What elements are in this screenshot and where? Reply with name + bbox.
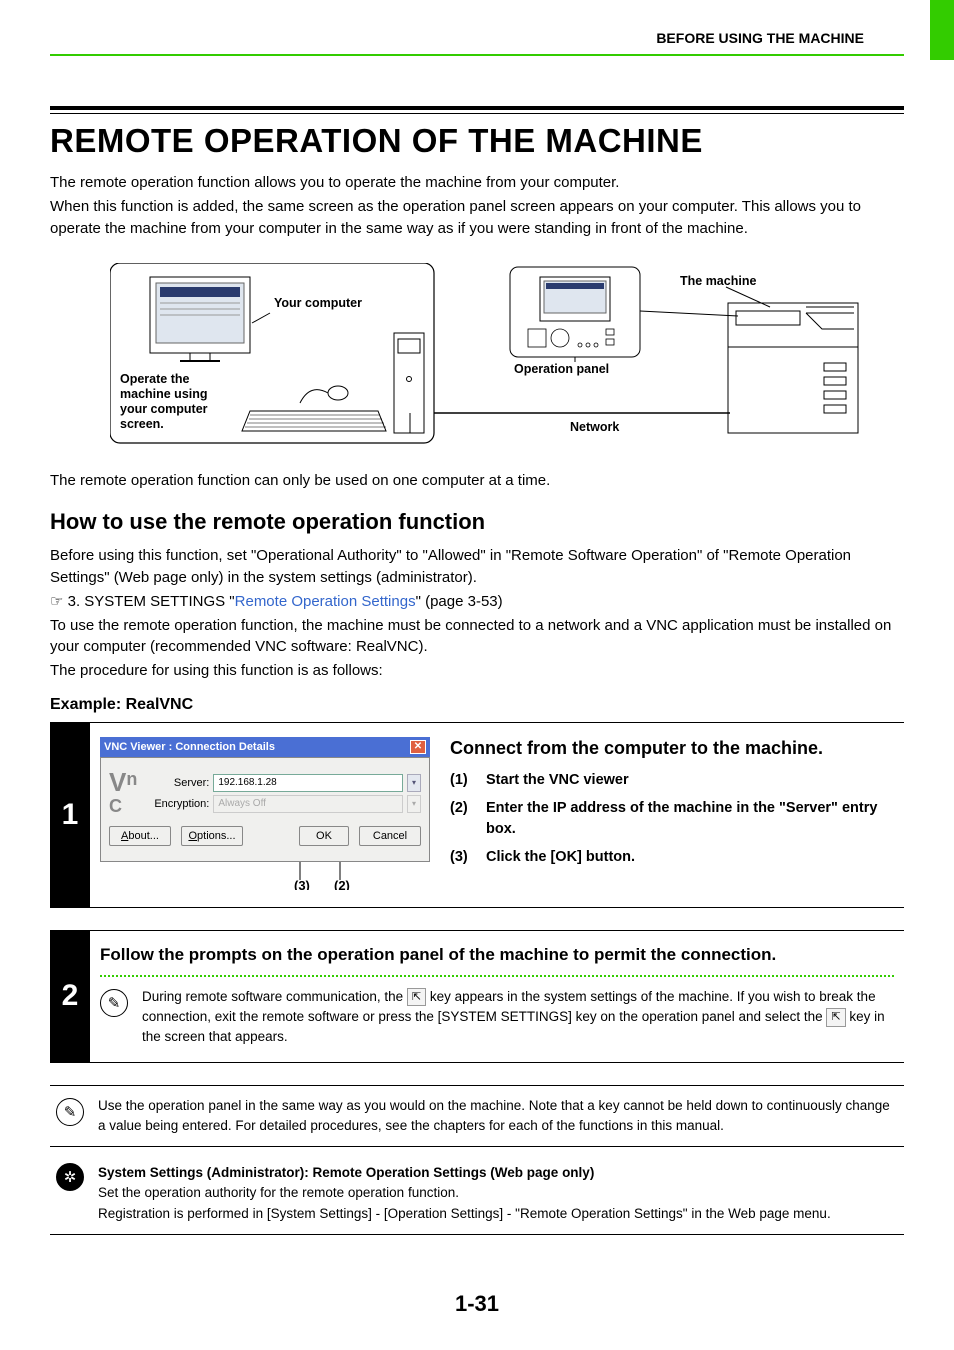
howto-heading: How to use the remote operation function bbox=[50, 509, 904, 535]
title-rule bbox=[50, 106, 904, 114]
intro-paragraph-2: When this function is added, the same sc… bbox=[50, 196, 904, 240]
info-box-operation: ✎ Use the operation panel in the same wa… bbox=[50, 1085, 904, 1148]
vnc-dialog: VNC Viewer : Connection Details ✕ VnC Se… bbox=[100, 737, 430, 862]
close-icon[interactable]: ✕ bbox=[410, 740, 426, 754]
reference-suffix: " (page 3-53) bbox=[416, 593, 503, 610]
svg-text:Network: Network bbox=[570, 420, 619, 434]
vnc-dialog-title: VNC Viewer : Connection Details bbox=[104, 741, 275, 753]
encryption-label: Encryption: bbox=[147, 798, 209, 810]
remote-operation-settings-link[interactable]: Remote Operation Settings bbox=[235, 593, 416, 610]
remote-key-icon: ⇱ bbox=[407, 988, 426, 1007]
step-2-row: 2 Follow the prompts on the operation pa… bbox=[50, 930, 904, 1063]
header-rule bbox=[50, 54, 904, 56]
callout-lines: (3) (2) bbox=[100, 862, 430, 890]
diagram-note: The remote operation function can only b… bbox=[50, 472, 904, 489]
options-button[interactable]: Options... bbox=[181, 826, 243, 846]
info-operation-text: Use the operation panel in the same way … bbox=[98, 1096, 898, 1137]
cancel-button[interactable]: Cancel bbox=[359, 826, 421, 846]
step1-item1-text: Start the VNC viewer bbox=[486, 770, 629, 790]
info-settings-line1: Set the operation authority for the remo… bbox=[98, 1183, 831, 1203]
dotted-divider bbox=[100, 975, 894, 977]
about-button[interactable]: About... bbox=[109, 826, 171, 846]
howto-p3: The procedure for using this function is… bbox=[50, 660, 904, 682]
step1-item1-num: (1) bbox=[450, 770, 476, 790]
step-2-note: During remote software communication, th… bbox=[142, 987, 894, 1048]
step-1-heading: Connect from the computer to the machine… bbox=[450, 737, 894, 760]
example-heading: Example: RealVNC bbox=[50, 696, 904, 714]
vnc-logo: VnC bbox=[109, 772, 143, 814]
svg-text:Your computer: Your computer bbox=[274, 296, 362, 310]
step1-item2-text: Enter the IP address of the machine in t… bbox=[486, 798, 894, 839]
info-box-settings: ✲ System Settings (Administrator): Remot… bbox=[50, 1153, 904, 1235]
ok-button[interactable]: OK bbox=[299, 826, 349, 846]
server-input[interactable]: 192.168.1.28 bbox=[213, 774, 403, 792]
step-2-number: 2 bbox=[50, 931, 90, 1062]
note-icon: ✎ bbox=[56, 1098, 84, 1126]
howto-ref: ☞ 3. SYSTEM SETTINGS "Remote Operation S… bbox=[50, 591, 904, 613]
svg-text:(2): (2) bbox=[334, 878, 350, 890]
remote-key-icon-2: ⇱ bbox=[826, 1008, 845, 1027]
svg-text:Operation panel: Operation panel bbox=[514, 362, 609, 376]
intro-paragraph-1: The remote operation function allows you… bbox=[50, 172, 904, 194]
step-2-heading: Follow the prompts on the operation pane… bbox=[100, 945, 894, 965]
encryption-dropdown-icon: ▾ bbox=[407, 795, 421, 813]
page-title: REMOTE OPERATION OF THE MACHINE bbox=[50, 122, 904, 160]
step-1-row: 1 VNC Viewer : Connection Details ✕ VnC bbox=[50, 722, 904, 908]
page-number: 1-31 bbox=[50, 1291, 904, 1317]
step1-item2-num: (2) bbox=[450, 798, 476, 839]
svg-text:Operate the machine us: Operate the machine using your computer … bbox=[120, 372, 211, 431]
howto-p2: To use the remote operation function, th… bbox=[50, 615, 904, 659]
server-dropdown-icon[interactable]: ▾ bbox=[407, 774, 421, 792]
info-settings-title: System Settings (Administrator): Remote … bbox=[98, 1163, 831, 1183]
howto-p1: Before using this function, set "Operati… bbox=[50, 545, 904, 589]
server-label: Server: bbox=[147, 777, 209, 789]
section-tab bbox=[930, 0, 954, 60]
note-icon: ✎ bbox=[100, 989, 128, 1017]
connection-diagram: Your computer Operate the machine using … bbox=[110, 263, 904, 466]
breadcrumb: BEFORE USING THE MACHINE bbox=[50, 30, 904, 54]
step1-item3-num: (3) bbox=[450, 847, 476, 867]
encryption-input: Always Off bbox=[213, 795, 403, 813]
info-settings-line2: Registration is performed in [System Set… bbox=[98, 1204, 831, 1224]
svg-text:The machine: The machine bbox=[680, 274, 756, 288]
step-1-number: 1 bbox=[50, 723, 90, 907]
reference-prefix: ☞ 3. SYSTEM SETTINGS " bbox=[50, 593, 235, 610]
svg-text:(3): (3) bbox=[294, 878, 310, 890]
step1-item3-text: Click the [OK] button. bbox=[486, 847, 635, 867]
gear-icon: ✲ bbox=[56, 1163, 84, 1191]
